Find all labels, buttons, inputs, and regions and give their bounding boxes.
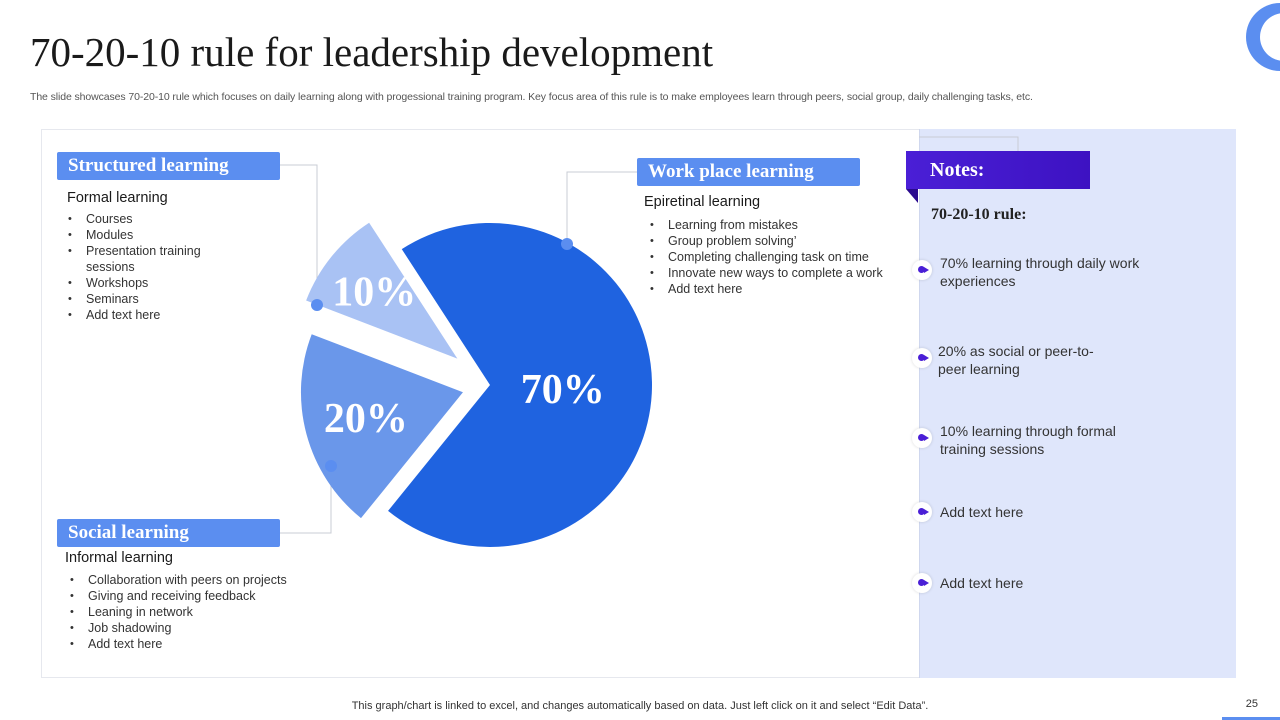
- bullet-icon: [912, 348, 932, 368]
- list-item: Add text here: [649, 281, 919, 297]
- note-text: 20% as social or peer-to-peer learning: [938, 343, 1094, 377]
- list-item: Courses: [67, 211, 207, 227]
- connector-dot: [311, 299, 323, 311]
- connector-dot: [325, 460, 337, 472]
- list-item: Add text here: [69, 636, 329, 652]
- workplace-subhead: Epiretinal learning: [644, 194, 761, 210]
- list-item: Group problem solving’: [649, 233, 919, 249]
- pie-label-20: 20%: [324, 396, 408, 442]
- list-item: Giving and receiving feedback: [69, 588, 329, 604]
- page-accent-bar: [1222, 717, 1280, 720]
- note-text: Add text here: [940, 575, 1024, 591]
- workplace-learning-label: Work place learning: [637, 158, 860, 186]
- pie-slice-70[interactable]: [388, 222, 652, 547]
- bullet-icon: [912, 428, 932, 448]
- pie-slice-20[interactable]: [300, 334, 463, 519]
- footer-note: This graph/chart is linked to excel, and…: [0, 700, 1280, 712]
- notes-rule-title: 70-20-10 rule:: [931, 206, 1027, 223]
- list-item: Collaboration with peers on projects: [69, 572, 329, 588]
- note-text: Add text here: [940, 504, 1024, 520]
- list-item: Seminars: [67, 291, 207, 307]
- pie-label-70: 70%: [521, 367, 605, 413]
- pie-slice-10[interactable]: [306, 222, 458, 359]
- list-item: Workshops: [67, 275, 207, 291]
- notes-heading: Notes:: [906, 151, 1090, 189]
- notes-ribbon-fold: [906, 189, 918, 203]
- list-item: Leaning in network: [69, 604, 329, 620]
- structured-list: Courses Modules Presentation training se…: [67, 211, 207, 323]
- structured-learning-label: Structured learning: [57, 152, 280, 180]
- list-item: Modules: [67, 227, 207, 243]
- page-number: 25: [1245, 698, 1258, 710]
- page-subtitle: The slide showcases 70-20-10 rule which …: [30, 91, 1033, 103]
- bullet-icon: [912, 260, 932, 280]
- connector-dot: [561, 238, 573, 250]
- bullet-icon: [912, 502, 932, 522]
- structured-subhead: Formal learning: [67, 190, 168, 206]
- list-item: Completing challenging task on time: [649, 249, 919, 265]
- note-text: 10% learning through formal training ses…: [940, 423, 1116, 457]
- list-item: Learning from mistakes: [649, 217, 919, 233]
- bullet-icon: [912, 573, 932, 593]
- notes-panel: [919, 129, 1236, 678]
- list-item: Add text here: [67, 307, 207, 323]
- footer-text: This graph/chart is linked to excel, and…: [351, 700, 929, 712]
- social-learning-label: Social learning: [57, 519, 280, 547]
- note-text: 70% learning through daily work experien…: [940, 255, 1140, 289]
- list-item: Innovate new ways to complete a work: [649, 265, 919, 281]
- workplace-list: Learning from mistakes Group problem sol…: [649, 217, 919, 297]
- pie-label-10: 10%: [332, 269, 416, 315]
- corner-decoration: [1240, 0, 1280, 75]
- list-item: Presentation training sessions: [67, 243, 207, 275]
- list-item: Job shadowing: [69, 620, 329, 636]
- social-subhead: Informal learning: [65, 550, 173, 566]
- social-list: Collaboration with peers on projects Giv…: [69, 572, 329, 652]
- page-title: 70-20-10 rule for leadership development: [30, 29, 714, 75]
